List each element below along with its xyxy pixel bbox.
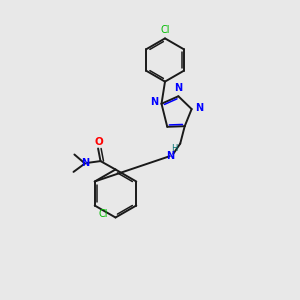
Text: Cl: Cl	[160, 25, 170, 35]
Text: O: O	[94, 137, 103, 147]
Text: N: N	[166, 151, 174, 161]
Text: Cl: Cl	[98, 209, 108, 219]
Text: N: N	[81, 158, 89, 169]
Text: N: N	[150, 97, 158, 107]
Text: N: N	[195, 103, 203, 112]
Text: N: N	[174, 83, 182, 93]
Text: H: H	[171, 144, 178, 153]
